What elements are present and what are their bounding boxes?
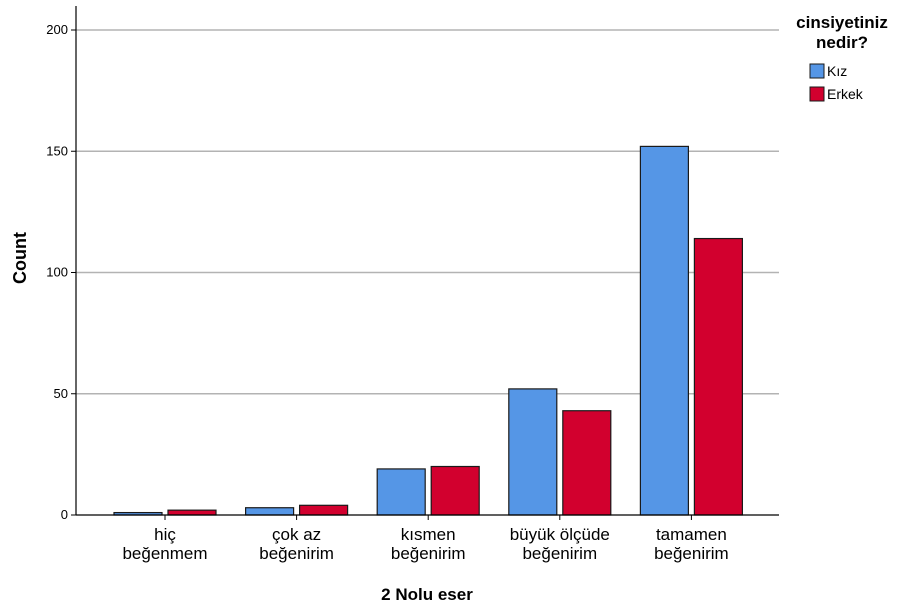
x-category-line: beğenmem (122, 544, 207, 563)
x-category-line: beğenirim (259, 544, 334, 563)
legend-swatch-kiz (809, 63, 825, 79)
x-category-label-3: büyük ölçüde beğenirim (510, 525, 610, 563)
x-category-line: kısmen (401, 525, 456, 544)
x-category-line: çok az (272, 525, 321, 544)
bar-erkek-3 (562, 410, 612, 516)
y-tick-label-200: 200 (46, 22, 68, 37)
bar-erkek-1 (299, 504, 349, 516)
legend-title-line: nedir? (816, 33, 868, 52)
x-category-line: beğenirim (522, 544, 597, 563)
bar-erkek-0 (167, 509, 217, 516)
bars (113, 145, 744, 516)
y-axis-title: Count (10, 232, 30, 284)
legend-label-erkek: Erkek (827, 86, 864, 102)
legend: cinsiyetiniz nedir? Kız Erkek (796, 13, 888, 102)
y-tick-label-0: 0 (61, 507, 68, 522)
bar-kiz-4 (639, 145, 690, 516)
bar-erkek-2 (430, 465, 480, 516)
bar-erkek-4 (693, 237, 744, 516)
x-category-label-4: tamamen beğenirim (654, 525, 729, 563)
legend-title-line: cinsiyetiniz (796, 13, 888, 32)
axes (75, 6, 779, 516)
bar-kiz-2 (376, 468, 426, 516)
x-category-line: büyük ölçüde (510, 525, 610, 544)
legend-swatch-erkek (809, 86, 825, 102)
x-category-line: hiç (154, 525, 176, 544)
x-category-label-1: çok az beğenirim (259, 525, 334, 563)
legend-label-kiz: Kız (827, 63, 847, 79)
legend-title: cinsiyetiniz nedir? (796, 13, 888, 52)
x-category-line: tamamen (656, 525, 727, 544)
bar-kiz-1 (245, 507, 295, 516)
x-category-line: beğenirim (654, 544, 729, 563)
x-axis-title: 2 Nolu eser (381, 585, 473, 604)
tick-labels: 0 50 100 150 200 (46, 22, 76, 522)
x-category-label-0: hiç beğenmem (122, 525, 207, 563)
y-tick-label-150: 150 (46, 143, 68, 158)
y-tick-label-100: 100 (46, 265, 68, 280)
x-category-label-2: kısmen beğenirim (391, 525, 466, 563)
y-tick-label-50: 50 (54, 386, 68, 401)
bar-kiz-3 (508, 388, 558, 516)
x-category-line: beğenirim (391, 544, 466, 563)
